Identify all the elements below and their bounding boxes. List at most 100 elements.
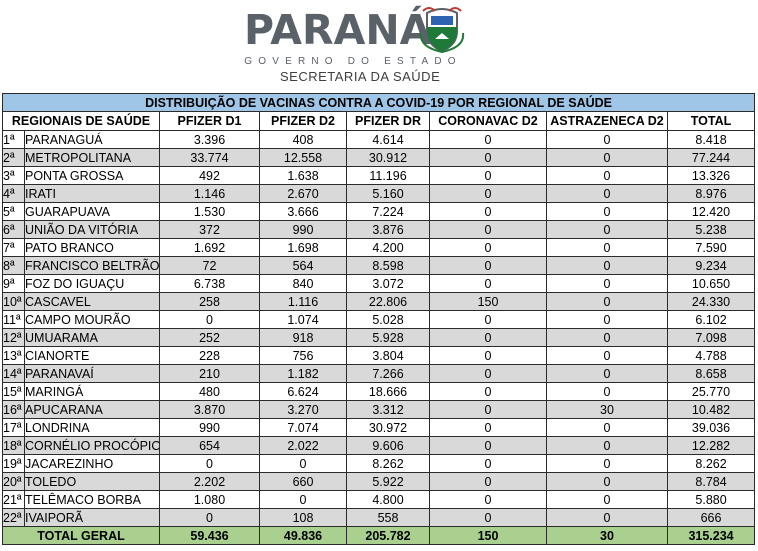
table-row: 19ª JACAREZINHO 0 0 8.262 0 0 8.262 xyxy=(2,454,756,473)
pfizer-d1-cell: 0 xyxy=(159,508,260,527)
pfizer-d2-cell: 918 xyxy=(259,328,347,347)
total-cell: 10.482 xyxy=(666,400,756,419)
total-total-cell: 315.234 xyxy=(666,526,756,545)
pfizer-d2-cell: 990 xyxy=(259,220,347,239)
coronavac-d2-cell: 0 xyxy=(429,184,547,203)
table-row: 10ª CASCAVEL 258 1.116 22.806 150 0 24.330 xyxy=(2,292,756,311)
astrazeneca-d2-cell: 0 xyxy=(546,472,668,491)
pfizer-d1-cell: 228 xyxy=(159,346,260,365)
coronavac-d2-cell: 0 xyxy=(429,472,547,491)
pfizer-d1-cell: 654 xyxy=(159,436,260,455)
total-pfizer-d1-cell: 59.436 xyxy=(159,526,260,545)
pfizer-d1-cell: 0 xyxy=(159,310,260,329)
regional-name-cell: CAMPO MOURÃO xyxy=(24,310,160,329)
regional-number-cell: 20ª xyxy=(2,472,25,491)
coronavac-d2-cell: 0 xyxy=(429,508,547,527)
total-label: TOTAL GERAL xyxy=(2,526,160,545)
pfizer-d1-cell: 210 xyxy=(159,364,260,383)
pfizer-dr-cell: 7.224 xyxy=(346,202,430,221)
total-cell: 4.788 xyxy=(666,346,756,365)
coronavac-d2-cell: 0 xyxy=(429,130,547,149)
pfizer-d1-cell: 252 xyxy=(159,328,260,347)
pfizer-d1-cell: 990 xyxy=(159,418,260,437)
pfizer-d2-cell: 6.624 xyxy=(259,382,347,401)
pfizer-d2-cell: 0 xyxy=(259,454,347,473)
total-astrazeneca-d2-cell: 30 xyxy=(546,526,668,545)
pfizer-d1-cell: 6.738 xyxy=(159,274,260,293)
table-row: 3ª PONTA GROSSA 492 1.638 11.196 0 0 13.326 xyxy=(2,166,756,185)
astrazeneca-d2-cell: 0 xyxy=(546,490,668,509)
pfizer-dr-cell: 30.912 xyxy=(346,148,430,167)
total-coronavac-d2-cell: 150 xyxy=(429,526,547,545)
pfizer-d2-cell: 1.182 xyxy=(259,364,347,383)
regional-name-cell: FOZ DO IGUAÇU xyxy=(24,274,160,293)
page-header: PARANÁ GOVERNO DO ESTADO SECRETARIA DA S… xyxy=(0,0,758,92)
pfizer-dr-cell: 18.666 xyxy=(346,382,430,401)
coronavac-d2-cell: 0 xyxy=(429,400,547,419)
regional-number-cell: 11ª xyxy=(2,310,25,329)
regional-number-cell: 5ª xyxy=(2,202,25,221)
pfizer-d2-cell: 840 xyxy=(259,274,347,293)
astrazeneca-d2-cell: 0 xyxy=(546,166,668,185)
pfizer-d1-cell: 1.080 xyxy=(159,490,260,509)
pfizer-dr-cell: 3.804 xyxy=(346,346,430,365)
astrazeneca-d2-cell: 30 xyxy=(546,400,668,419)
pfizer-d2-cell: 7.074 xyxy=(259,418,347,437)
regional-name-cell: METROPOLITANA xyxy=(24,148,160,167)
regional-number-cell: 1ª xyxy=(2,130,25,149)
total-cell: 666 xyxy=(666,508,756,527)
regional-number-cell: 15ª xyxy=(2,382,25,401)
regional-name-cell: MARINGÁ xyxy=(24,382,160,401)
total-cell: 8.784 xyxy=(666,472,756,491)
regional-number-cell: 21ª xyxy=(2,490,25,509)
regional-number-cell: 3ª xyxy=(2,166,25,185)
table-row: 4ª IRATI 1.146 2.670 5.160 0 0 8.976 xyxy=(2,184,756,203)
regional-name-cell: FRANCISCO BELTRÃO xyxy=(24,256,160,275)
table-row: 6ª UNIÃO DA VITÓRIA 372 990 3.876 0 0 5.238 xyxy=(2,220,756,239)
total-cell: 8.262 xyxy=(666,454,756,473)
parana-logo-word: PARANÁ xyxy=(244,6,432,54)
table-title: DISTRIBUIÇÃO DE VACINAS CONTRA A COVID-1… xyxy=(1,93,756,112)
regional-name-cell: IRATI xyxy=(24,184,160,203)
pfizer-d1-cell: 1.530 xyxy=(159,202,260,221)
regional-number-cell: 22ª xyxy=(2,508,25,527)
pfizer-dr-cell: 8.262 xyxy=(346,454,430,473)
total-pfizer-dr-cell: 205.782 xyxy=(346,526,430,545)
pfizer-dr-cell: 5.160 xyxy=(346,184,430,203)
pfizer-dr-cell: 5.922 xyxy=(346,472,430,491)
regional-name-cell: CIANORTE xyxy=(24,346,160,365)
col-header-pfizer-d1: PFIZER D1 xyxy=(159,111,260,131)
table-row: 7ª PATO BRANCO 1.692 1.698 4.200 0 0 7.590 xyxy=(2,238,756,257)
table-row: 12ª UMUARAMA 252 918 5.928 0 0 7.098 xyxy=(2,328,756,347)
pfizer-dr-cell: 8.598 xyxy=(346,256,430,275)
regional-number-cell: 14ª xyxy=(2,364,25,383)
regional-number-cell: 12ª xyxy=(2,328,25,347)
col-header-pfizer-dr: PFIZER DR xyxy=(346,111,430,131)
total-cell: 6.102 xyxy=(666,310,756,329)
table-row: 11ª CAMPO MOURÃO 0 1.074 5.028 0 0 6.102 xyxy=(2,310,756,329)
pfizer-d1-cell: 33.774 xyxy=(159,148,260,167)
coronavac-d2-cell: 0 xyxy=(429,454,547,473)
astrazeneca-d2-cell: 0 xyxy=(546,346,668,365)
astrazeneca-d2-cell: 0 xyxy=(546,184,668,203)
pfizer-dr-cell: 5.928 xyxy=(346,328,430,347)
total-cell: 8.418 xyxy=(666,130,756,149)
pfizer-dr-cell: 4.200 xyxy=(346,238,430,257)
total-cell: 8.976 xyxy=(666,184,756,203)
total-cell: 9.234 xyxy=(666,256,756,275)
col-header-coronavac-d2: CORONAVAC D2 xyxy=(429,111,547,131)
regional-name-cell: LONDRINA xyxy=(24,418,160,437)
pfizer-d2-cell: 0 xyxy=(259,490,347,509)
astrazeneca-d2-cell: 0 xyxy=(546,382,668,401)
astrazeneca-d2-cell: 0 xyxy=(546,454,668,473)
pfizer-d1-cell: 1.146 xyxy=(159,184,260,203)
coronavac-d2-cell: 150 xyxy=(429,292,547,311)
regional-number-cell: 8ª xyxy=(2,256,25,275)
pfizer-dr-cell: 11.196 xyxy=(346,166,430,185)
astrazeneca-d2-cell: 0 xyxy=(546,310,668,329)
astrazeneca-d2-cell: 0 xyxy=(546,202,668,221)
astrazeneca-d2-cell: 0 xyxy=(546,364,668,383)
pfizer-d2-cell: 108 xyxy=(259,508,347,527)
pfizer-d2-cell: 408 xyxy=(259,130,347,149)
coronavac-d2-cell: 0 xyxy=(429,310,547,329)
